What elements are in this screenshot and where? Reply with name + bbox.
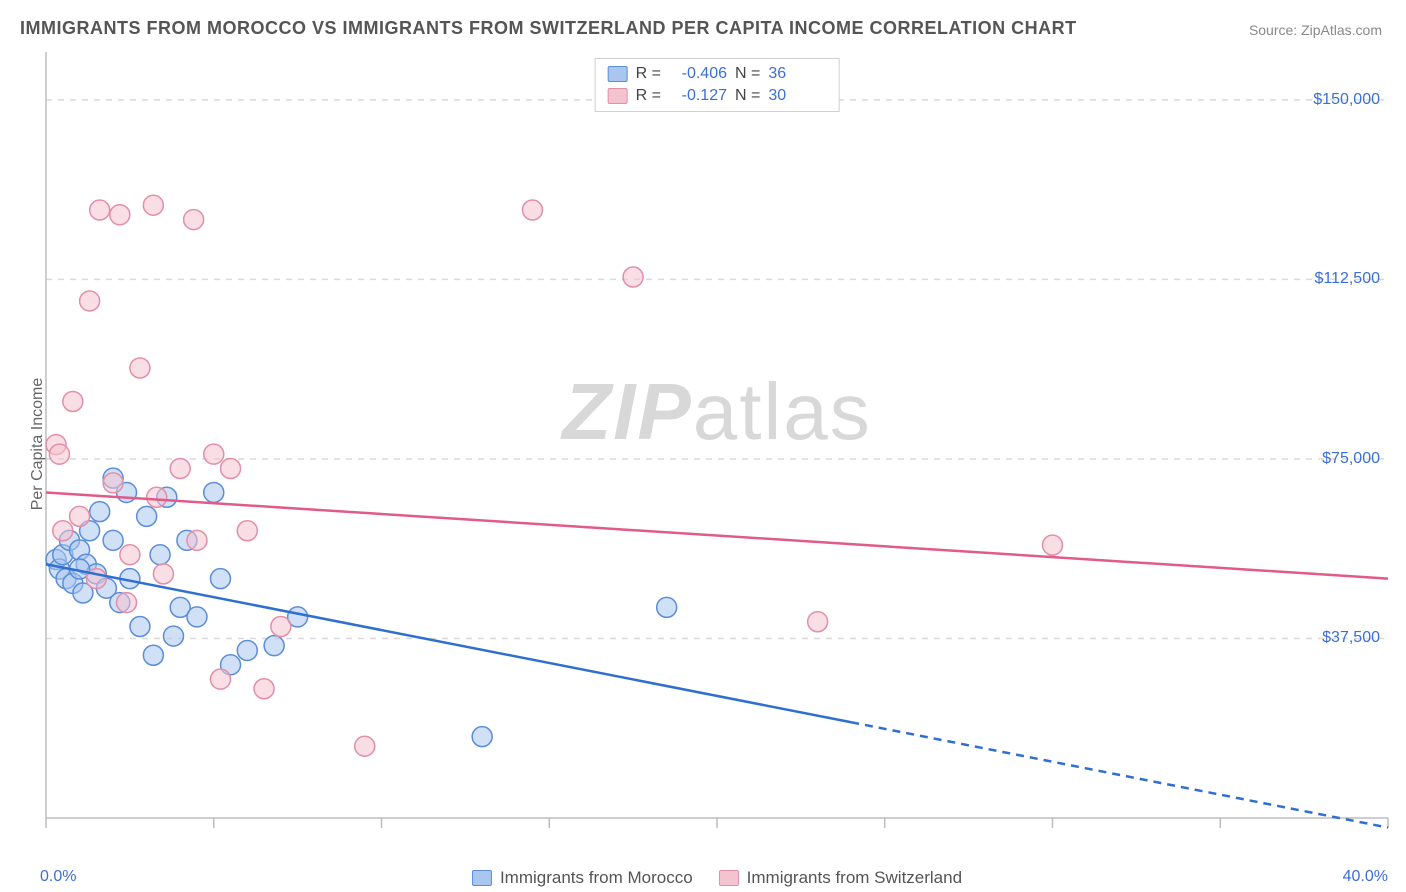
r-label: R =: [636, 85, 661, 107]
legend-item-switzerland: Immigrants from Switzerland: [719, 868, 962, 888]
swatch-icon: [472, 870, 492, 886]
r-label: R =: [636, 63, 661, 85]
y-tick-label: $150,000: [1313, 91, 1380, 109]
y-tick-label: $75,000: [1322, 450, 1380, 468]
x-tick-label: 40.0%: [1343, 868, 1388, 886]
series-name-switzerland: Immigrants from Switzerland: [747, 868, 962, 888]
source-label: Source:: [1249, 22, 1297, 38]
n-value-switzerland: 30: [768, 85, 826, 107]
scatter-plot: [44, 50, 1390, 838]
chart-area: Per Capita Income ZIPatlas R = -0.406 N …: [44, 50, 1390, 838]
swatch-morocco: [608, 66, 628, 82]
n-value-morocco: 36: [768, 63, 826, 85]
legend-row-morocco: R = -0.406 N = 36: [608, 63, 827, 85]
swatch-icon: [719, 870, 739, 886]
legend-row-switzerland: R = -0.127 N = 30: [608, 85, 827, 107]
n-label: N =: [735, 85, 760, 107]
swatch-switzerland: [608, 88, 628, 104]
correlation-legend: R = -0.406 N = 36 R = -0.127 N = 30: [595, 58, 840, 112]
source-name: ZipAtlas.com: [1301, 22, 1382, 38]
y-tick-label: $37,500: [1322, 629, 1380, 647]
legend-item-morocco: Immigrants from Morocco: [472, 868, 693, 888]
series-name-morocco: Immigrants from Morocco: [500, 868, 693, 888]
y-tick-label: $112,500: [1314, 270, 1380, 288]
series-legend: Immigrants from Morocco Immigrants from …: [472, 868, 962, 888]
r-value-switzerland: -0.127: [669, 85, 727, 107]
source-citation: Source: ZipAtlas.com: [1249, 22, 1382, 38]
chart-title: IMMIGRANTS FROM MOROCCO VS IMMIGRANTS FR…: [20, 18, 1077, 39]
r-value-morocco: -0.406: [669, 63, 727, 85]
x-tick-label: 0.0%: [40, 868, 76, 886]
n-label: N =: [735, 63, 760, 85]
